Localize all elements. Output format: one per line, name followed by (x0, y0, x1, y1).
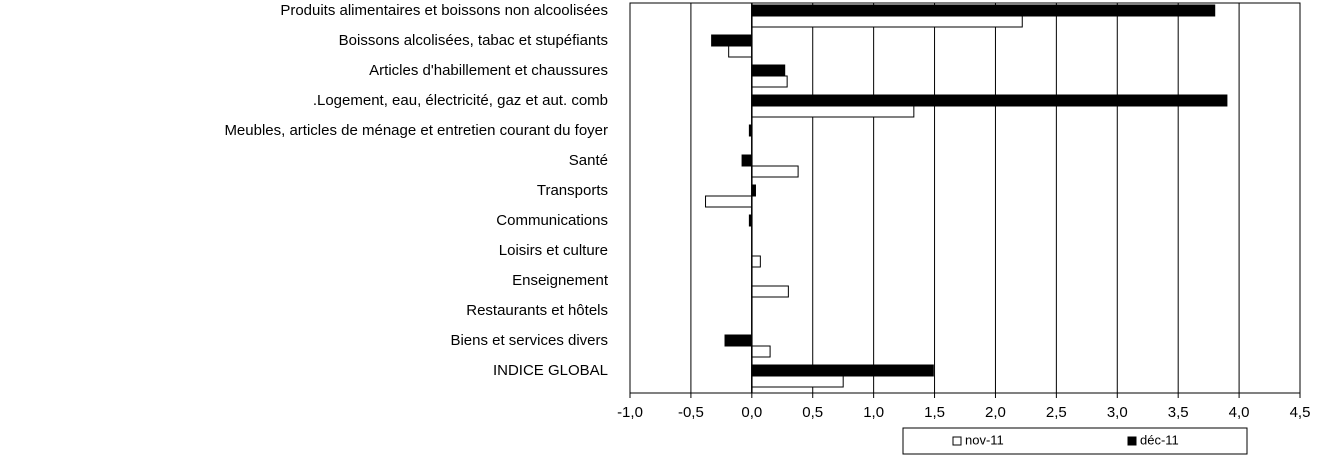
bar (741, 154, 753, 167)
x-tick-label: 3,0 (1107, 404, 1128, 421)
y-tick-label: Boissons alcolisées, tabac et stupéfiant… (339, 32, 608, 49)
bar (711, 34, 753, 47)
bar (751, 94, 1228, 107)
y-tick-label: Transports (537, 182, 608, 199)
bar (751, 255, 761, 268)
x-tick-label: 2,5 (1046, 404, 1067, 421)
y-tick-label: .Logement, eau, électricité, gaz et aut.… (313, 92, 608, 109)
bar (751, 4, 1216, 17)
y-tick-label: Meubles, articles de ménage et entretien… (224, 122, 608, 139)
y-tick-label: Enseignement (512, 272, 609, 289)
x-tick-label: 1,0 (863, 404, 884, 421)
bar (751, 15, 1023, 28)
bar (705, 195, 753, 208)
bar (751, 285, 789, 298)
bar (751, 165, 799, 178)
x-tick-label: -0,5 (678, 404, 704, 421)
legend-swatch (952, 436, 962, 446)
bar (728, 45, 753, 58)
bar (751, 75, 788, 88)
x-tick-label: 1,5 (924, 404, 945, 421)
y-tick-label: INDICE GLOBAL (493, 362, 608, 379)
bar (751, 345, 771, 358)
x-tick-label: 0,0 (741, 404, 762, 421)
x-tick-label: 4,5 (1290, 404, 1311, 421)
y-tick-label: Restaurants et hôtels (466, 302, 608, 319)
x-tick-label: 4,0 (1229, 404, 1250, 421)
legend-swatch (1127, 436, 1137, 446)
bar (751, 375, 844, 388)
y-tick-label: Loisirs et culture (499, 242, 608, 259)
y-tick-label: Articles d'habillement et chaussures (369, 62, 608, 79)
y-tick-label: Produits alimentaires et boissons non al… (280, 2, 608, 19)
y-tick-label: Santé (569, 152, 608, 169)
x-tick-label: 0,5 (802, 404, 823, 421)
bar (751, 364, 934, 377)
bar (724, 334, 753, 347)
y-tick-label: Communications (496, 212, 608, 229)
bar (751, 105, 915, 118)
legend-label: nov-11 (965, 432, 1004, 447)
x-tick-label: 3,5 (1168, 404, 1189, 421)
x-tick-label: -1,0 (617, 404, 643, 421)
bar (751, 64, 786, 77)
y-tick-label: Biens et services divers (450, 332, 608, 349)
x-tick-label: 2,0 (985, 404, 1006, 421)
legend-label: déc-11 (1140, 432, 1179, 447)
